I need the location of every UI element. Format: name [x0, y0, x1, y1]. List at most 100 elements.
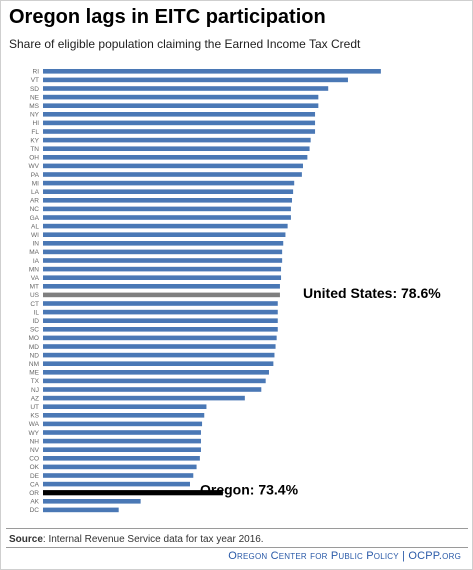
category-label-md: MD: [29, 344, 39, 351]
source-label: Source: [9, 534, 43, 545]
bar-mo: [43, 335, 277, 341]
bar-mi: [43, 180, 295, 186]
category-label-co: CO: [29, 456, 39, 463]
bar-ri: [43, 69, 381, 74]
category-label-us: US: [30, 292, 40, 299]
annotation-us: United States: 78.6%: [303, 285, 441, 301]
divider-bottom: [6, 547, 468, 548]
bar-nv: [43, 447, 201, 452]
bar-ok: [43, 464, 197, 470]
bar-wi: [43, 232, 286, 237]
bar-ga: [43, 215, 291, 220]
bar-ny: [43, 112, 316, 117]
bar-wv: [43, 163, 303, 169]
category-label-ok: OK: [30, 464, 40, 471]
category-label-in: IN: [33, 241, 40, 248]
category-label-ak: AK: [30, 499, 39, 506]
category-label-pa: PA: [31, 172, 40, 179]
bar-ia: [43, 258, 283, 263]
source-note: Source: Internal Revenue Service data fo…: [9, 534, 264, 545]
bar-ms: [43, 103, 319, 108]
bar-az: [43, 395, 245, 401]
category-label-dc: DC: [30, 507, 40, 514]
category-label-ia: IA: [33, 258, 40, 265]
category-label-vt: VT: [31, 77, 39, 84]
bar-al: [43, 223, 288, 229]
bar-ky: [43, 137, 311, 143]
category-label-nm: NM: [29, 361, 39, 368]
bar-me: [43, 370, 269, 375]
bar-nh: [43, 438, 201, 444]
bar-tn: [43, 146, 310, 151]
bar-co: [43, 456, 200, 461]
category-label-sc: SC: [30, 327, 39, 334]
category-label-tn: TN: [30, 146, 39, 153]
category-label-la: LA: [31, 189, 40, 196]
bar-ks: [43, 413, 205, 418]
category-label-de: DE: [30, 473, 40, 480]
category-label-wa: WA: [29, 421, 40, 428]
bar-nc: [43, 206, 291, 212]
chart-subtitle: Share of eligible population claiming th…: [9, 37, 361, 51]
chart-title: Oregon lags in EITC participation: [9, 6, 326, 28]
category-label-ny: NY: [30, 112, 40, 119]
category-label-nj: NJ: [31, 387, 39, 394]
bar-dc: [43, 507, 119, 513]
category-label-wy: WY: [29, 430, 40, 437]
category-label-ct: CT: [30, 301, 39, 308]
category-label-id: ID: [33, 318, 40, 325]
annotation-or: Oregon: 73.4%: [200, 482, 299, 498]
category-label-az: AZ: [31, 395, 39, 402]
bar-wy: [43, 430, 201, 435]
bar-id: [43, 318, 278, 323]
category-label-mo: MO: [29, 335, 39, 342]
bar-ca: [43, 481, 190, 487]
bar-la: [43, 189, 294, 194]
bar-pa: [43, 172, 302, 177]
bar-fl: [43, 129, 316, 134]
bar-il: [43, 309, 278, 315]
bar-or: [43, 490, 223, 496]
source-text: : Internal Revenue Service data for tax …: [42, 534, 264, 545]
category-label-mn: MN: [29, 266, 39, 273]
bar-mn: [43, 266, 282, 272]
bar-ct: [43, 301, 278, 306]
bar-nd: [43, 352, 275, 358]
category-label-mi: MI: [32, 180, 39, 187]
category-label-mt: MT: [30, 284, 39, 291]
category-label-wi: WI: [31, 232, 39, 239]
bar-ak: [43, 499, 141, 504]
bar-wa: [43, 421, 203, 427]
category-label-ar: AR: [30, 198, 39, 205]
category-label-nh: NH: [30, 438, 40, 445]
bar-ut: [43, 404, 207, 409]
bar-ne: [43, 94, 319, 100]
category-label-me: ME: [29, 370, 39, 377]
category-label-hi: HI: [33, 120, 40, 127]
category-label-ca: CA: [30, 481, 40, 488]
category-label-ut: UT: [30, 404, 39, 411]
divider-top: [6, 528, 468, 529]
category-label-ne: NE: [30, 94, 40, 101]
category-label-sd: SD: [30, 86, 39, 93]
bar-md: [43, 344, 276, 349]
category-label-ky: KY: [30, 137, 39, 144]
category-label-ga: GA: [30, 215, 40, 222]
category-label-tx: TX: [31, 378, 40, 385]
category-label-ks: KS: [30, 413, 39, 420]
bar-sc: [43, 327, 278, 332]
bar-hi: [43, 120, 316, 126]
footer-credit[interactable]: Oregon Center for Public Policy | OCPP.o…: [228, 550, 461, 562]
bar-in: [43, 241, 284, 246]
category-label-or: OR: [29, 490, 39, 497]
category-label-ri: RI: [33, 69, 40, 76]
bar-nj: [43, 387, 262, 392]
bar-de: [43, 473, 194, 478]
category-label-wv: WV: [29, 163, 40, 170]
bar-oh: [43, 155, 308, 160]
category-label-nv: NV: [30, 447, 40, 454]
category-label-va: VA: [31, 275, 40, 282]
category-label-ms: MS: [29, 103, 39, 110]
bar-tx: [43, 378, 266, 384]
